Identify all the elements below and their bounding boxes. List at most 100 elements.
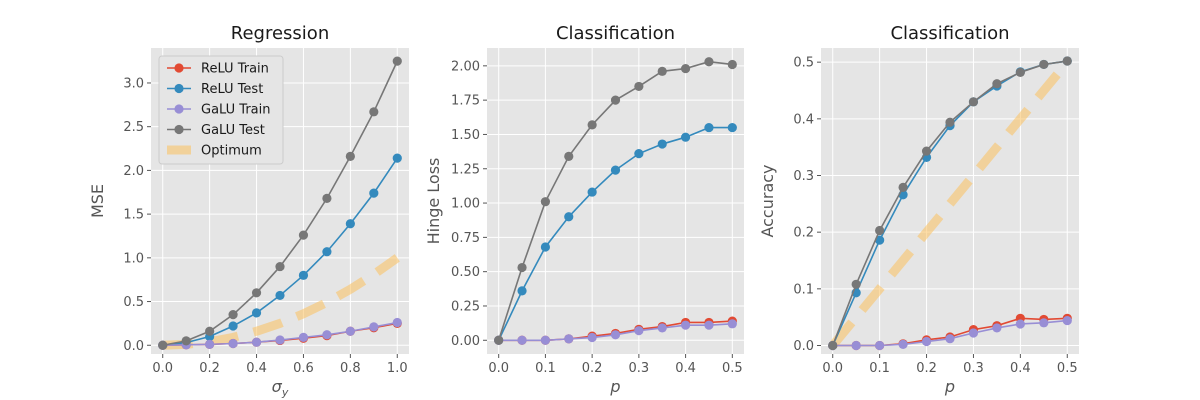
data-point: [610, 165, 621, 175]
panel-regression: 0.0 0.2 0.4 0.6 0.8 1.0 0.0 0.5 1.0 1.5 2.0 2.5 3.0 R…: [88, 23, 409, 399]
x-tick-label: 0.6: [293, 361, 314, 376]
x-axis-label: p: [609, 377, 620, 396]
data-point: [587, 332, 597, 343]
data-point: [851, 279, 861, 289]
y-tick-label: 0.0: [123, 339, 144, 354]
data-point: [657, 66, 667, 76]
data-point: [564, 151, 574, 162]
data-point: [345, 219, 355, 229]
data-point: [968, 97, 979, 107]
x-tick-label: 0.8: [340, 361, 361, 376]
data-point: [657, 323, 667, 333]
x-tick-label: 0.5: [1057, 361, 1078, 376]
series-galu-test: [494, 57, 737, 345]
chart-title: Classification: [556, 23, 675, 44]
legend-marker: [174, 124, 184, 135]
data-point: [540, 197, 551, 207]
data-point: [680, 320, 691, 330]
legend-label: GaLU Test: [201, 123, 265, 138]
data-point: [251, 308, 262, 318]
data-point: [727, 59, 737, 70]
legend-label: ReLU Test: [201, 82, 263, 97]
x-tick-label: 0.0: [152, 361, 173, 376]
data-point: [181, 336, 191, 346]
x-tick-label: 0.3: [629, 361, 650, 376]
data-point: [251, 337, 262, 347]
data-point: [1015, 67, 1025, 77]
data-point: [1039, 318, 1049, 328]
legend-label: Optimum: [201, 144, 262, 159]
series-relu-test: [494, 122, 737, 345]
y-axis-label: MSE: [88, 184, 107, 218]
y-tick-label: 1.0: [123, 251, 144, 266]
x-tick-label: 0.0: [822, 361, 843, 376]
data-point: [610, 95, 621, 105]
data-point: [564, 212, 574, 222]
optimum-line: [162, 254, 400, 350]
data-point: [345, 151, 355, 162]
y-tick-label: 0.25: [451, 299, 480, 314]
data-point: [228, 310, 238, 320]
chart-title: Regression: [231, 23, 329, 44]
y-tick-label: 3.0: [123, 76, 144, 91]
data-point: [251, 288, 262, 298]
data-point: [898, 182, 908, 192]
data-point: [851, 340, 861, 351]
y-tick-label: 2.5: [123, 120, 144, 135]
data-point: [587, 187, 597, 197]
data-point: [392, 153, 402, 163]
panel-classification-accuracy: 0.0 0.1 0.2 0.3 0.4 0.5 0.0 0.1 0.2 0.3 0.4 0.5 Clas…: [758, 23, 1079, 396]
data-point: [704, 57, 714, 67]
y-tick-label: 2.0: [123, 164, 144, 179]
data-point: [610, 330, 621, 340]
y-axis-label: Accuracy: [758, 164, 777, 237]
x-axis-label: p: [944, 377, 955, 396]
y-tick-label: 0.5: [123, 295, 144, 310]
data-point: [634, 326, 644, 336]
data-point: [369, 322, 379, 332]
x-tick-label: 1.0: [387, 361, 408, 376]
x-tick-label: 0.4: [246, 361, 267, 376]
data-point: [1062, 56, 1072, 66]
data-point: [494, 335, 504, 345]
data-point: [517, 286, 527, 296]
x-tick-label: 0.2: [916, 361, 937, 376]
data-point: [875, 235, 885, 245]
y-tick-label: 0.1: [793, 282, 814, 297]
data-point: [587, 120, 597, 130]
data-point: [704, 320, 714, 330]
panel-classification-hinge-loss: 0.0 0.1 0.2 0.3 0.4 0.5 0.00 0.25 0.50 0.75 1.00 1.…: [424, 23, 744, 396]
data-point: [275, 261, 285, 272]
data-point: [275, 290, 285, 301]
data-point: [704, 122, 714, 133]
data-point: [634, 149, 644, 159]
series-galu-test: [828, 56, 1072, 351]
series-optimum: [162, 254, 400, 350]
x-tick-label: 0.2: [199, 361, 220, 376]
plot-background: [487, 48, 744, 354]
series-galu-test: [158, 56, 402, 350]
y-tick-label: 0.2: [793, 226, 814, 241]
data-point: [828, 340, 838, 351]
y-tick-label: 1.25: [451, 162, 480, 177]
data-point: [945, 117, 955, 127]
series-galu-train: [494, 319, 737, 345]
x-tick-label: 0.0: [488, 361, 509, 376]
data-point: [275, 335, 285, 345]
data-point: [322, 193, 332, 203]
y-tick-label: 0.4: [793, 112, 814, 127]
data-point: [634, 81, 644, 92]
data-point: [727, 122, 737, 133]
legend-label: ReLU Train: [201, 62, 269, 77]
y-tick-label: 1.75: [451, 94, 480, 109]
x-tick-label: 0.5: [722, 361, 743, 376]
x-tick-label: 0.2: [582, 361, 603, 376]
x-tick-label: 0.3: [963, 361, 984, 376]
data-point: [921, 336, 932, 347]
legend-frame: [158, 55, 284, 165]
data-point: [298, 270, 309, 280]
data-point: [921, 146, 932, 156]
data-point: [564, 334, 574, 344]
data-point: [540, 242, 551, 252]
